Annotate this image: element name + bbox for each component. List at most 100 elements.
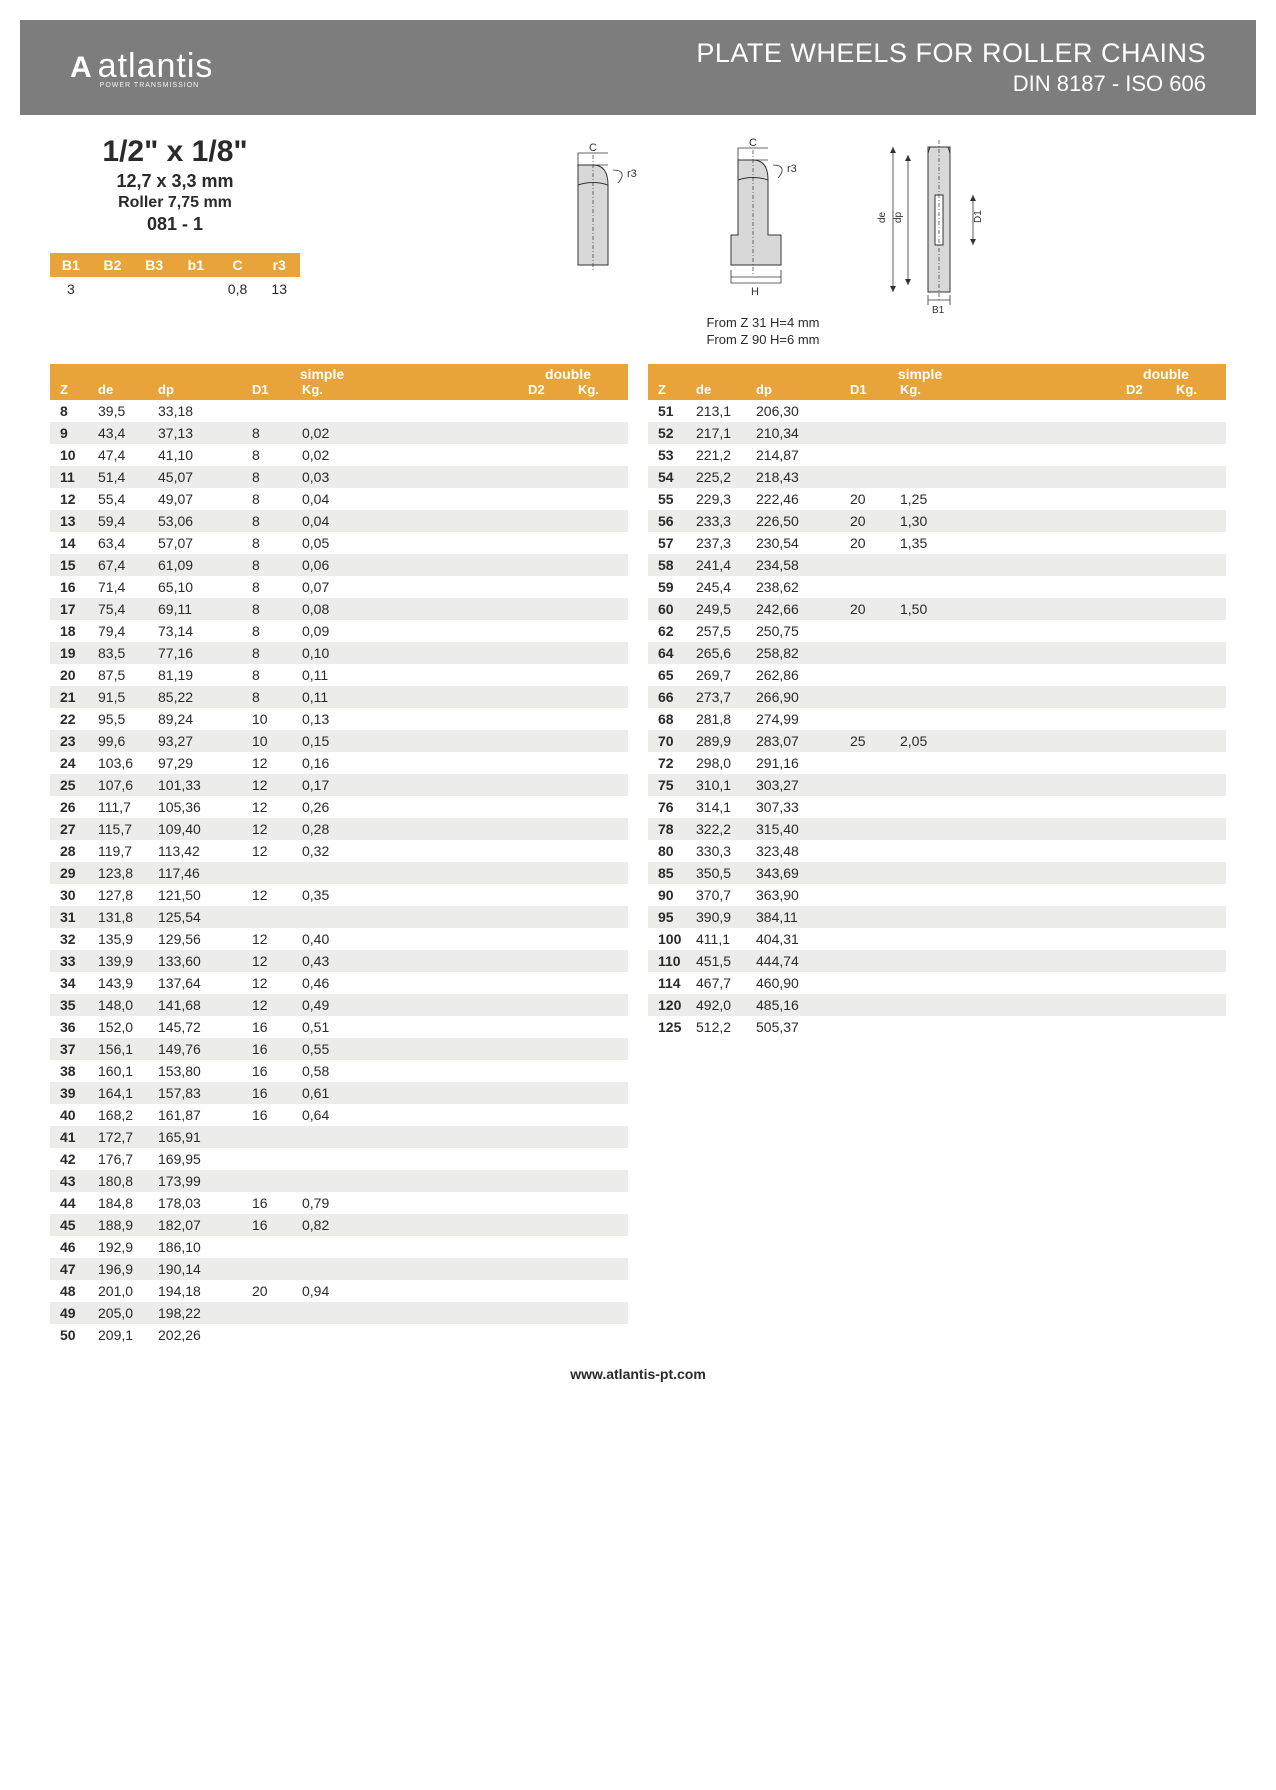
param-h-b1: b1: [175, 253, 217, 277]
cell-kg: 0,08: [302, 601, 362, 617]
table-row: 66273,7266,90: [648, 686, 1226, 708]
cell-dp: 214,87: [756, 447, 822, 463]
cell-de: 115,7: [98, 821, 158, 837]
cell-dp: 202,26: [158, 1327, 224, 1343]
label-B1: B1: [932, 305, 945, 315]
label-dp: dp: [893, 211, 904, 223]
cell-dp: 149,76: [158, 1041, 224, 1057]
table-row: 33139,9133,60120,43: [50, 950, 628, 972]
table-row: 30127,8121,50120,35: [50, 884, 628, 906]
cell-d1: 8: [252, 667, 302, 683]
cell-dp: 274,99: [756, 711, 822, 727]
table-row: 72298,0291,16: [648, 752, 1226, 774]
cell-de: 265,6: [696, 645, 756, 661]
cell-z: 76: [648, 799, 696, 815]
title-line2: DIN 8187 - ISO 606: [696, 71, 1206, 97]
cell-de: 127,8: [98, 887, 158, 903]
cell-d1: 10: [252, 733, 302, 749]
logo: A atlantis POWER TRANSMISSION: [70, 47, 213, 89]
table-row: 125512,2505,37: [648, 1016, 1226, 1038]
cell-z: 35: [50, 997, 98, 1013]
cell-z: 59: [648, 579, 696, 595]
cell-z: 34: [50, 975, 98, 991]
cell-dp: 258,82: [756, 645, 822, 661]
cell-de: 205,0: [98, 1305, 158, 1321]
cell-dp: 250,75: [756, 623, 822, 639]
cell-z: 47: [50, 1261, 98, 1277]
cell-z: 13: [50, 513, 98, 529]
table-row: 1359,453,0680,04: [50, 510, 628, 532]
cell-dp: 266,90: [756, 689, 822, 705]
cell-de: 289,9: [696, 733, 756, 749]
cell-de: 172,7: [98, 1129, 158, 1145]
cell-kg: 0,02: [302, 447, 362, 463]
param-h-C: C: [217, 253, 259, 277]
cell-dp: 37,13: [158, 425, 224, 441]
header-bar: A atlantis POWER TRANSMISSION PLATE WHEE…: [20, 20, 1256, 115]
cell-d1: 8: [252, 535, 302, 551]
cell-z: 65: [648, 667, 696, 683]
cell-z: 28: [50, 843, 98, 859]
data-table-right: simple double Z de dp D1 Kg. D2 Kg.: [648, 364, 1226, 1346]
cell-dp: 323,48: [756, 843, 822, 859]
cell-dp: 73,14: [158, 623, 224, 639]
cell-de: 350,5: [696, 865, 756, 881]
cell-kg: 0,43: [302, 953, 362, 969]
th-Kg: Kg.: [302, 382, 362, 397]
cell-de: 229,3: [696, 491, 756, 507]
cell-de: 245,4: [696, 579, 756, 595]
cell-de: 152,0: [98, 1019, 158, 1035]
cell-de: 51,4: [98, 469, 158, 485]
table-row: 2191,585,2280,11: [50, 686, 628, 708]
cell-z: 36: [50, 1019, 98, 1035]
table-row: 54225,2218,43: [648, 466, 1226, 488]
param-v-b1: [175, 277, 217, 301]
cell-dp: 81,19: [158, 667, 224, 683]
cell-kg: 0,10: [302, 645, 362, 661]
cell-z: 55: [648, 491, 696, 507]
table-row: 68281,8274,99: [648, 708, 1226, 730]
cell-dp: 363,90: [756, 887, 822, 903]
cell-z: 49: [50, 1305, 98, 1321]
cell-kg: 2,05: [900, 733, 960, 749]
spec-sub3: 081 - 1: [50, 214, 300, 235]
cell-dp: 85,22: [158, 689, 224, 705]
table-row: 38160,1153,80160,58: [50, 1060, 628, 1082]
diagrams: C r3 C: [340, 135, 1226, 349]
header-title: PLATE WHEELS FOR ROLLER CHAINS DIN 8187 …: [696, 38, 1206, 97]
th-Z-r: Z: [648, 382, 696, 397]
cell-d1: 20: [850, 601, 900, 617]
cell-z: 29: [50, 865, 98, 881]
table-row: 1255,449,0780,04: [50, 488, 628, 510]
cell-dp: 65,10: [158, 579, 224, 595]
table-row: 59245,4238,62: [648, 576, 1226, 598]
cell-d1: 12: [252, 887, 302, 903]
cell-dp: 307,33: [756, 799, 822, 815]
cell-dp: 315,40: [756, 821, 822, 837]
cell-z: 14: [50, 535, 98, 551]
th-de: de: [98, 382, 158, 397]
cell-dp: 41,10: [158, 447, 224, 463]
cell-dp: 226,50: [756, 513, 822, 529]
cell-dp: 210,34: [756, 425, 822, 441]
table-row: 2295,589,24100,13: [50, 708, 628, 730]
table-row: 49205,0198,22: [50, 1302, 628, 1324]
cell-z: 56: [648, 513, 696, 529]
cell-d1: 8: [252, 689, 302, 705]
cell-d1: 12: [252, 975, 302, 991]
cell-kg: 0,51: [302, 1019, 362, 1035]
table-row: 1775,469,1180,08: [50, 598, 628, 620]
table-row: 2087,581,1980,11: [50, 664, 628, 686]
cell-de: 298,0: [696, 755, 756, 771]
table-body-right: 51213,1206,3052217,1210,3453221,2214,875…: [648, 400, 1226, 1038]
cell-dp: 343,69: [756, 865, 822, 881]
cell-z: 38: [50, 1063, 98, 1079]
cell-z: 12: [50, 491, 98, 507]
cell-dp: 222,46: [756, 491, 822, 507]
cell-de: 322,2: [696, 821, 756, 837]
label-de: de: [877, 211, 888, 223]
cell-kg: 0,03: [302, 469, 362, 485]
table-row: 120492,0485,16: [648, 994, 1226, 1016]
param-h-B1: B1: [50, 253, 92, 277]
table-header-right: simple double Z de dp D1 Kg. D2 Kg.: [648, 364, 1226, 400]
